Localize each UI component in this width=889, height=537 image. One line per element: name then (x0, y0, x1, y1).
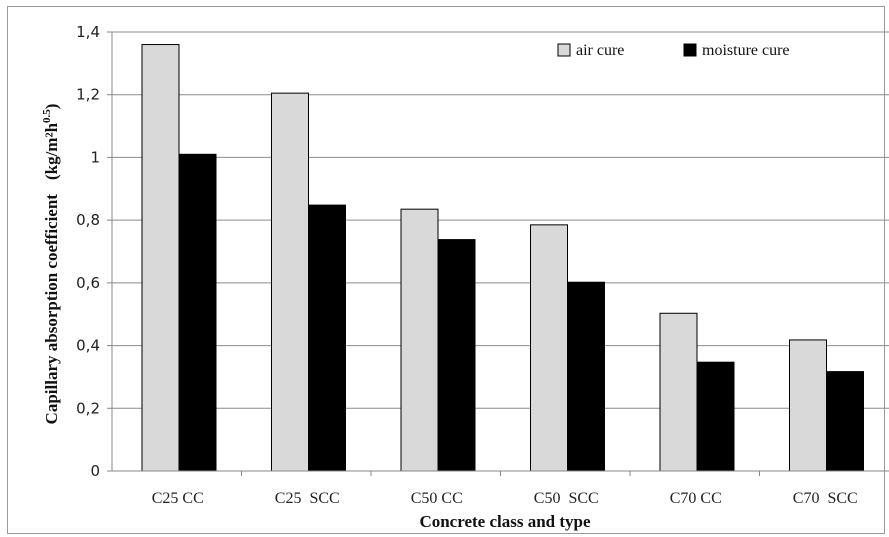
bar-air-cure-3 (400, 208, 439, 472)
gridlines (107, 31, 889, 472)
y-tick-label: 0,6 (76, 274, 100, 292)
x-tick-label: C25 CC (152, 490, 204, 507)
x-tick-label: C70 CC (670, 490, 722, 507)
x-tick-label: C50 SCC (534, 490, 599, 507)
legend-label-air-cure: air cure (576, 42, 624, 59)
bar-moisture-cure-1 (178, 153, 217, 472)
y-tick-labels: 0 0,2 0,4 0,6 0,8 1 1,2 1,4 (76, 23, 100, 480)
legend-label-moisture-cure: moisture cure (702, 42, 790, 59)
y-tick-label: 1 (90, 148, 100, 166)
y-axis-title-exponent: 0.5 (41, 109, 53, 123)
y-axis-title-unit: (kg/m²h (42, 122, 61, 180)
legend: air cure moisture cure (557, 42, 790, 59)
bar-air-cure-6 (789, 339, 827, 472)
x-tick-label: C70 SCC (793, 490, 858, 507)
y-tick-label: 0 (90, 462, 100, 480)
x-tick-labels: C25 CC C25 SCC C50 CC C50 SCC C70 CC C70 SCC (152, 490, 858, 507)
bars (141, 44, 864, 472)
x-axis-title: Concrete class and type (419, 512, 591, 531)
y-axis-title: Capillary absorption coefficient (kg/m²h0… (41, 104, 61, 425)
y-tick-label: 0,4 (76, 337, 100, 355)
bar-moisture-cure-5 (696, 361, 735, 472)
legend-swatch-moisture-cure (683, 43, 697, 57)
bar-moisture-cure-4 (567, 281, 605, 472)
y-tick-label: 0,8 (76, 211, 100, 229)
bar-air-cure-4 (530, 224, 568, 472)
legend-swatch-air-cure (557, 43, 571, 57)
y-axis-title-main: Capillary absorption coefficient (42, 194, 61, 425)
bar-moisture-cure-6 (826, 371, 864, 472)
x-tick-label: C50 CC (411, 490, 463, 507)
y-tick-label: 1,4 (76, 23, 100, 41)
y-tick-label: 0,2 (76, 399, 100, 417)
bar-moisture-cure-2 (308, 204, 346, 472)
y-axis-title-close: ) (42, 104, 61, 110)
axes (111, 32, 889, 476)
x-tick-label: C25 SCC (275, 490, 340, 507)
bar-air-cure-2 (271, 92, 309, 472)
y-tick-label: 1,2 (76, 86, 100, 104)
bar-air-cure-1 (141, 44, 180, 472)
bar-air-cure-5 (659, 312, 698, 472)
bar-moisture-cure-3 (437, 239, 476, 472)
